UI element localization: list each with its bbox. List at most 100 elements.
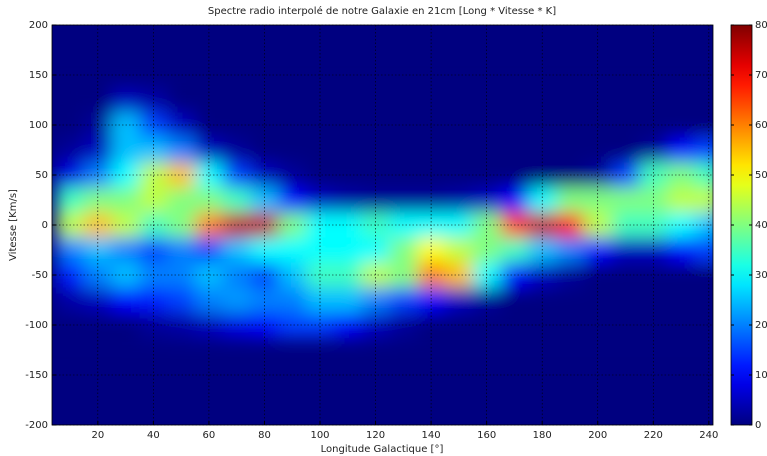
y-tick-label: 150 [29, 70, 48, 81]
x-tick-label: 80 [258, 430, 271, 441]
colorbar-tick-label: 10 [755, 370, 767, 381]
colorbar-tick-label: 30 [755, 270, 767, 281]
heat-cell [501, 238, 529, 264]
colorbar-tick-label: 50 [755, 170, 767, 181]
heat-cell [389, 88, 417, 114]
heat-cell [56, 188, 84, 214]
y-tick-label: 100 [29, 120, 48, 131]
y-tick-label: 50 [35, 170, 48, 181]
colorbar-tick-label: 0 [755, 420, 761, 431]
heat-cell [612, 188, 640, 214]
heat-cell [667, 213, 695, 239]
heat-cell [389, 288, 417, 314]
heat-cell [556, 288, 584, 314]
heat-cell [278, 88, 306, 114]
y-tick-label: -200 [25, 420, 48, 431]
heat-cell [223, 238, 251, 264]
heat-cell [278, 238, 306, 264]
heat-cell [667, 188, 695, 214]
heat-cell [278, 163, 306, 189]
heat-cell [556, 88, 584, 114]
x-tick-label: 40 [147, 430, 160, 441]
heat-cell [56, 88, 84, 114]
x-tick-label: 100 [310, 430, 329, 441]
x-tick-label: 140 [422, 430, 441, 441]
heat-cell [112, 138, 140, 164]
heat-cell [445, 188, 473, 214]
heat-cell [556, 238, 584, 264]
heat-cell [612, 238, 640, 264]
x-tick-label: 60 [203, 430, 216, 441]
chart: Spectre radio interpolé de notre Galaxie… [0, 0, 767, 456]
heat-cell [167, 188, 195, 214]
heat-cell [667, 288, 695, 314]
heat-cell [223, 188, 251, 214]
heat-cell [667, 138, 695, 164]
heat-cell [223, 288, 251, 314]
heat-cell [612, 138, 640, 164]
heat-cell [112, 188, 140, 214]
x-tick-label: 160 [477, 430, 496, 441]
heat-cell [445, 88, 473, 114]
x-tick-label: 20 [91, 430, 104, 441]
heat-cell [167, 138, 195, 164]
heat-cell [223, 88, 251, 114]
heat-cell [167, 288, 195, 314]
heat-cell [389, 188, 417, 214]
heat-cell [278, 213, 306, 239]
heat-cell [56, 288, 84, 314]
heat-cell [501, 88, 529, 114]
x-tick-label: 200 [588, 430, 607, 441]
heat-cell [556, 138, 584, 164]
heat-cell [278, 188, 306, 214]
colorbar-tick-label: 40 [755, 220, 767, 231]
heat-cell [278, 113, 306, 139]
heat-cell [112, 288, 140, 314]
heat-cell [501, 288, 529, 314]
heat-cell [167, 88, 195, 114]
heat-cell [612, 88, 640, 114]
heat-cell [445, 238, 473, 264]
heat-cell [278, 288, 306, 314]
y-tick-label: -100 [25, 320, 48, 331]
heat-cell [389, 238, 417, 264]
heat-cell [334, 88, 362, 114]
heat-cell [556, 188, 584, 214]
x-axis-label: Longitude Galactique [°] [321, 444, 444, 455]
heat-cell [501, 188, 529, 214]
heat-cell [667, 313, 695, 339]
colorbar-tick-label: 80 [755, 20, 767, 31]
heat-cell [278, 313, 306, 339]
x-tick-label: 220 [644, 430, 663, 441]
heat-cell [501, 138, 529, 164]
heat-cell [56, 238, 84, 264]
y-tick-label: 200 [29, 20, 48, 31]
heat-cell [278, 138, 306, 164]
y-tick-label: -50 [32, 270, 48, 281]
heat-cell [223, 138, 251, 164]
heat-cell [667, 163, 695, 189]
heat-cell [334, 188, 362, 214]
x-tick-label: 180 [533, 430, 552, 441]
heat-cell [667, 88, 695, 114]
heat-cell [667, 263, 695, 289]
y-tick-label: 0 [42, 220, 48, 231]
heat-cell [445, 138, 473, 164]
heat-cell [56, 138, 84, 164]
heat-cell [278, 263, 306, 289]
colorbar-tick-label: 70 [755, 70, 767, 81]
heat-cell [167, 238, 195, 264]
colorbar-tick-label: 60 [755, 120, 767, 131]
heat-cell [112, 238, 140, 264]
heat-cell [445, 288, 473, 314]
x-tick-label: 120 [366, 430, 385, 441]
heat-cell [389, 138, 417, 164]
heat-cell [667, 113, 695, 139]
colorbar-tick-label: 20 [755, 320, 767, 331]
heat-cell [667, 238, 695, 264]
heat-cell [612, 288, 640, 314]
y-tick-label: -150 [25, 370, 48, 381]
heat-cell [334, 138, 362, 164]
heat-cell [112, 88, 140, 114]
colorbar [731, 25, 752, 425]
